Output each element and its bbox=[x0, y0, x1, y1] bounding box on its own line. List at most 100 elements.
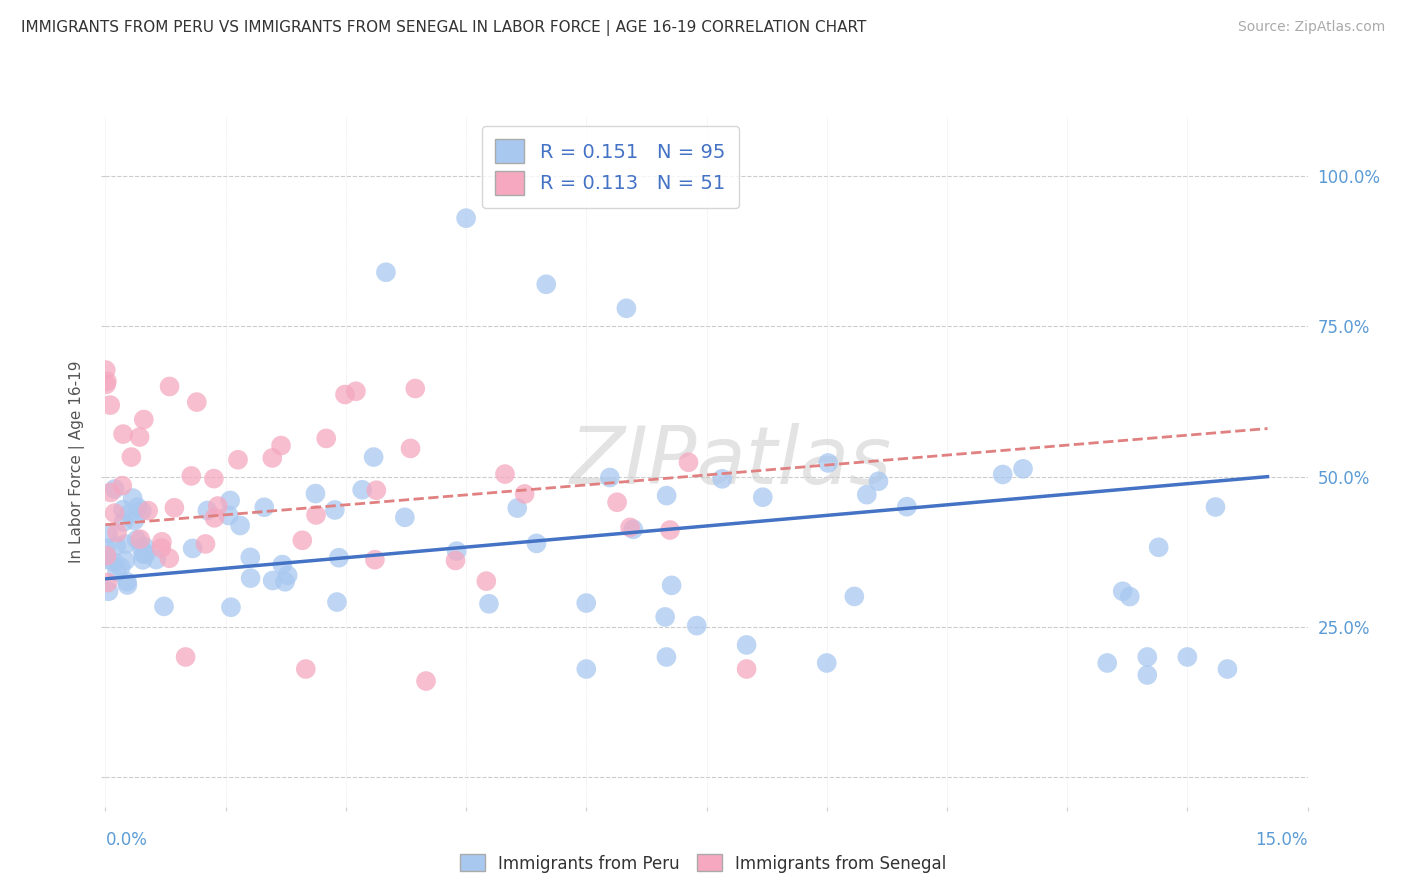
Point bbox=[121, 491, 143, 505]
Point bbox=[105, 525, 128, 540]
Point bbox=[150, 534, 173, 549]
Point bbox=[855, 488, 877, 502]
Point bbox=[328, 550, 350, 565]
Point bbox=[271, 558, 294, 572]
Legend: R = 0.151   N = 95, R = 0.113   N = 51: R = 0.151 N = 95, R = 0.113 N = 51 bbox=[482, 126, 740, 208]
Point bbox=[270, 438, 292, 452]
Point bbox=[399, 442, 422, 456]
Point bbox=[96, 377, 118, 392]
Point bbox=[127, 500, 149, 515]
Point bbox=[844, 590, 866, 604]
Point bbox=[124, 513, 146, 527]
Point bbox=[229, 518, 252, 533]
Point bbox=[678, 455, 700, 469]
Point bbox=[1136, 668, 1159, 682]
Point bbox=[1216, 662, 1239, 676]
Point bbox=[817, 456, 839, 470]
Point bbox=[619, 520, 641, 534]
Point bbox=[513, 487, 536, 501]
Point bbox=[1119, 590, 1142, 604]
Point bbox=[105, 566, 128, 580]
Point bbox=[253, 500, 276, 515]
Point bbox=[174, 650, 197, 665]
Point bbox=[239, 571, 262, 585]
Point bbox=[128, 430, 150, 444]
Point bbox=[96, 575, 118, 590]
Point bbox=[96, 541, 118, 556]
Point bbox=[181, 541, 204, 556]
Point bbox=[1012, 462, 1035, 476]
Point bbox=[506, 501, 529, 516]
Point bbox=[364, 552, 387, 566]
Point bbox=[686, 618, 709, 632]
Point bbox=[621, 522, 644, 536]
Point bbox=[111, 478, 134, 492]
Legend: Immigrants from Peru, Immigrants from Senegal: Immigrants from Peru, Immigrants from Se… bbox=[453, 847, 953, 880]
Point bbox=[534, 277, 557, 292]
Point bbox=[132, 553, 155, 567]
Point bbox=[304, 486, 326, 500]
Point bbox=[132, 547, 155, 561]
Point bbox=[134, 540, 156, 554]
Point bbox=[118, 507, 141, 521]
Point bbox=[606, 495, 628, 509]
Point bbox=[868, 475, 890, 489]
Point bbox=[129, 532, 152, 546]
Point bbox=[1112, 584, 1135, 599]
Point bbox=[136, 503, 159, 517]
Point bbox=[655, 650, 678, 665]
Point bbox=[218, 508, 240, 523]
Point bbox=[103, 506, 125, 520]
Point bbox=[444, 553, 467, 567]
Point bbox=[117, 578, 139, 592]
Point bbox=[295, 662, 318, 676]
Point bbox=[112, 427, 135, 442]
Point bbox=[315, 431, 337, 445]
Point bbox=[374, 265, 398, 279]
Point bbox=[97, 526, 120, 541]
Point bbox=[344, 384, 367, 399]
Point bbox=[262, 574, 284, 588]
Point bbox=[97, 552, 120, 566]
Point bbox=[114, 553, 136, 567]
Point bbox=[277, 568, 299, 582]
Point bbox=[1136, 650, 1159, 665]
Point bbox=[97, 584, 120, 599]
Point bbox=[98, 398, 121, 412]
Point bbox=[326, 595, 349, 609]
Point bbox=[655, 489, 678, 503]
Point bbox=[104, 482, 127, 496]
Point bbox=[135, 547, 157, 561]
Point bbox=[815, 656, 838, 670]
Point bbox=[132, 412, 155, 426]
Point bbox=[415, 673, 437, 688]
Point bbox=[159, 379, 181, 393]
Point bbox=[219, 493, 242, 508]
Point bbox=[186, 395, 208, 409]
Point bbox=[150, 541, 173, 555]
Text: 0.0%: 0.0% bbox=[105, 831, 148, 849]
Point bbox=[202, 472, 225, 486]
Point bbox=[711, 472, 734, 486]
Point bbox=[111, 502, 134, 516]
Point bbox=[207, 499, 229, 513]
Point bbox=[454, 211, 477, 226]
Text: ZIPatlas: ZIPatlas bbox=[569, 423, 891, 500]
Point bbox=[654, 610, 676, 624]
Point bbox=[157, 551, 180, 566]
Point bbox=[494, 467, 516, 482]
Point bbox=[194, 537, 217, 551]
Point bbox=[305, 508, 328, 522]
Point bbox=[896, 500, 918, 514]
Point bbox=[219, 600, 242, 615]
Point bbox=[114, 537, 136, 551]
Point bbox=[735, 662, 758, 676]
Y-axis label: In Labor Force | Age 16-19: In Labor Force | Age 16-19 bbox=[69, 360, 86, 563]
Point bbox=[115, 574, 138, 589]
Point bbox=[394, 510, 416, 524]
Point bbox=[262, 450, 284, 465]
Point bbox=[659, 523, 682, 537]
Point bbox=[131, 541, 153, 556]
Point bbox=[323, 503, 346, 517]
Point bbox=[100, 485, 122, 500]
